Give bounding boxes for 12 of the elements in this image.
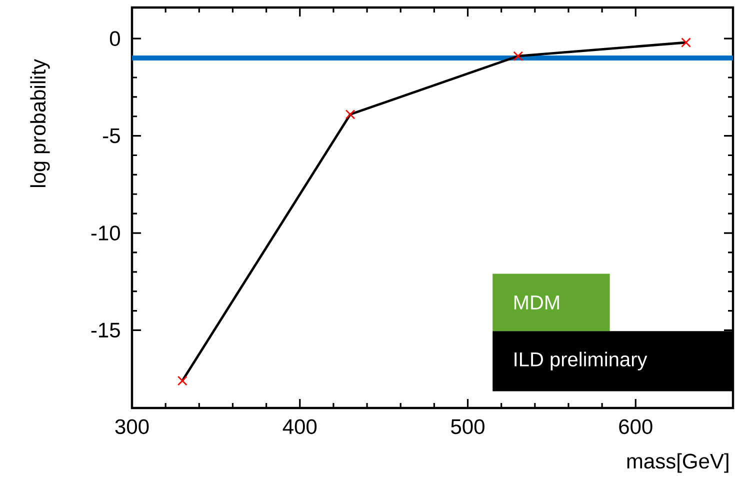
y-tick-label: -10 <box>91 226 120 240</box>
y-tick-label: -5 <box>103 128 120 144</box>
x-tick-label: 400 <box>282 419 317 434</box>
x-tick-label: 600 <box>619 419 652 434</box>
x-tick-label: 500 <box>451 419 484 434</box>
x-tick-label: 300 <box>115 419 149 434</box>
annotation: ILD preliminary <box>514 352 648 370</box>
x-axis-title: mass[GeV] <box>627 453 728 473</box>
y-tick-label: -15 <box>91 322 120 338</box>
annotation: MDM <box>514 296 559 310</box>
y-axis-title: log probability <box>30 58 50 188</box>
y-tick-label: 0 <box>110 31 120 46</box>
